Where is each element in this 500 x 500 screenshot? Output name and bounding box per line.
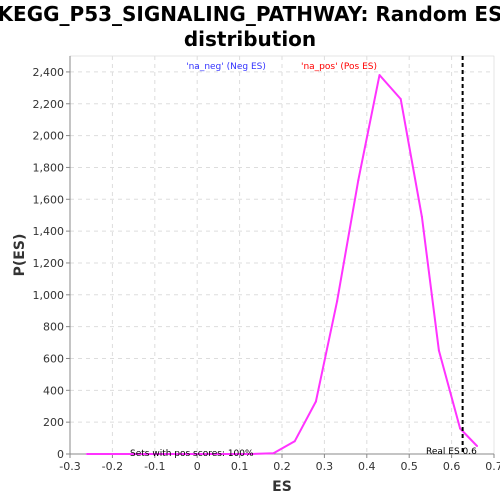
x-tick-label: 0 (194, 460, 201, 473)
legend-neg-label: 'na_neg' (Neg ES) (186, 62, 266, 72)
pos-scores-annotation: Sets with pos scores: 100% (130, 449, 254, 459)
data-point (251, 453, 254, 455)
y-tick-label: 600 (43, 352, 64, 365)
data-point (293, 440, 296, 443)
data-point (128, 453, 131, 455)
data-point (420, 215, 423, 218)
es-density-line (87, 74, 478, 455)
real-es-label: Real ES 0.6 (426, 447, 477, 457)
data-point (437, 349, 440, 352)
data-point (170, 453, 173, 455)
data-point (399, 97, 402, 100)
x-tick-label: 0.1 (231, 460, 249, 473)
x-tick-label: 0.4 (358, 460, 376, 473)
y-tick-label: 1,000 (33, 289, 65, 302)
data-point (234, 453, 237, 455)
data-point (213, 453, 216, 455)
axis-ticks: -0.3 -0.2 -0.1 0 0.1 0.2 0.3 0.4 0.5 0.6 0.7 0 200 40… (33, 66, 500, 473)
data-point (107, 453, 110, 455)
data-point (378, 74, 381, 77)
data-point (272, 452, 275, 455)
data-point (314, 400, 317, 403)
x-tick-label: -0.3 (59, 460, 80, 473)
x-axis-label: ES (272, 479, 292, 495)
chart-title-line1: KEGG_P53_SIGNALING_PATHWAY: Random ES (0, 2, 500, 26)
y-tick-label: 1,600 (33, 193, 65, 206)
y-tick-label: 1,800 (33, 161, 65, 174)
data-point (191, 453, 194, 455)
x-tick-label: 0.6 (443, 460, 461, 473)
y-axis-label: P(ES) (12, 234, 28, 277)
data-point (85, 453, 88, 455)
x-tick-label: 0.3 (316, 460, 334, 473)
data-point (336, 300, 339, 303)
x-tick-label: 0.7 (485, 460, 500, 473)
x-tick-label: 0.2 (273, 460, 291, 473)
series-group (85, 74, 479, 455)
y-tick-label: 2,000 (33, 130, 65, 143)
x-tick-label: -0.1 (144, 460, 165, 473)
data-point (459, 427, 462, 430)
y-tick-label: 400 (43, 384, 64, 397)
y-tick-label: 2,400 (33, 66, 65, 79)
y-tick-label: 200 (43, 416, 64, 429)
x-tick-label: -0.2 (102, 460, 123, 473)
data-point (476, 445, 479, 448)
y-tick-label: 0 (57, 448, 64, 461)
legend-pos-label: 'na_pos' (Pos ES) (301, 62, 377, 72)
data-point (149, 453, 152, 455)
y-tick-label: 2,200 (33, 98, 65, 111)
chart-title-line2: distribution (184, 27, 316, 51)
data-point (357, 179, 360, 182)
grid-lines (70, 56, 494, 454)
x-tick-label: 0.5 (400, 460, 418, 473)
y-tick-label: 800 (43, 321, 64, 334)
y-tick-label: 1,400 (33, 225, 65, 238)
y-tick-label: 1,200 (33, 257, 65, 270)
